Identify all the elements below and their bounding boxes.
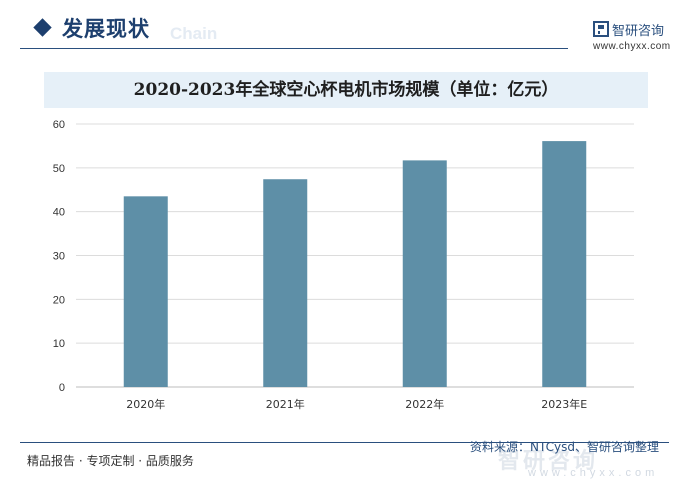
bar [402, 160, 447, 387]
brand-logo-icon [593, 21, 609, 37]
y-tick-label: 30 [53, 251, 65, 263]
x-tick-label: 2022年 [405, 397, 444, 411]
x-tick-label: 2023年E [541, 397, 587, 411]
brand-url: www.chyxx.com [593, 41, 671, 52]
y-tick-label: 50 [53, 163, 65, 175]
bar [263, 179, 308, 387]
y-tick-label: 20 [53, 294, 65, 306]
header-divider [20, 48, 568, 49]
footer-divider [20, 442, 669, 443]
y-tick-label: 10 [53, 338, 65, 350]
x-tick-label: 2021年 [266, 397, 305, 411]
footer-source: 资料来源：NTCysd、智研咨询整理 [470, 440, 659, 454]
footer-slogan: 精品报告 · 专项定制 · 品质服务 [27, 454, 194, 468]
bar [542, 141, 587, 387]
chart-title-band: 2020-2023年全球空心杯电机市场规模（单位：亿元） [44, 72, 648, 108]
chart-title: 2020-2023年全球空心杯电机市场规模（单位：亿元） [133, 80, 559, 100]
y-tick-label: 60 [53, 119, 65, 131]
x-tick-label: 2020年 [126, 397, 165, 411]
footer-watermark: 智研咨询 [498, 449, 599, 474]
header: 发展现状 Chain 智研咨询 www.chyxx.com [0, 0, 689, 58]
brand-name: 智研咨询 [612, 24, 665, 39]
section-watermark: Chain [170, 24, 218, 43]
y-tick-label: 40 [53, 207, 65, 219]
y-tick-label: 0 [59, 382, 65, 394]
bar [123, 196, 168, 387]
footer-watermark-url: www.chyxx.com [528, 467, 659, 479]
section-title: 发展现状 [62, 17, 150, 41]
